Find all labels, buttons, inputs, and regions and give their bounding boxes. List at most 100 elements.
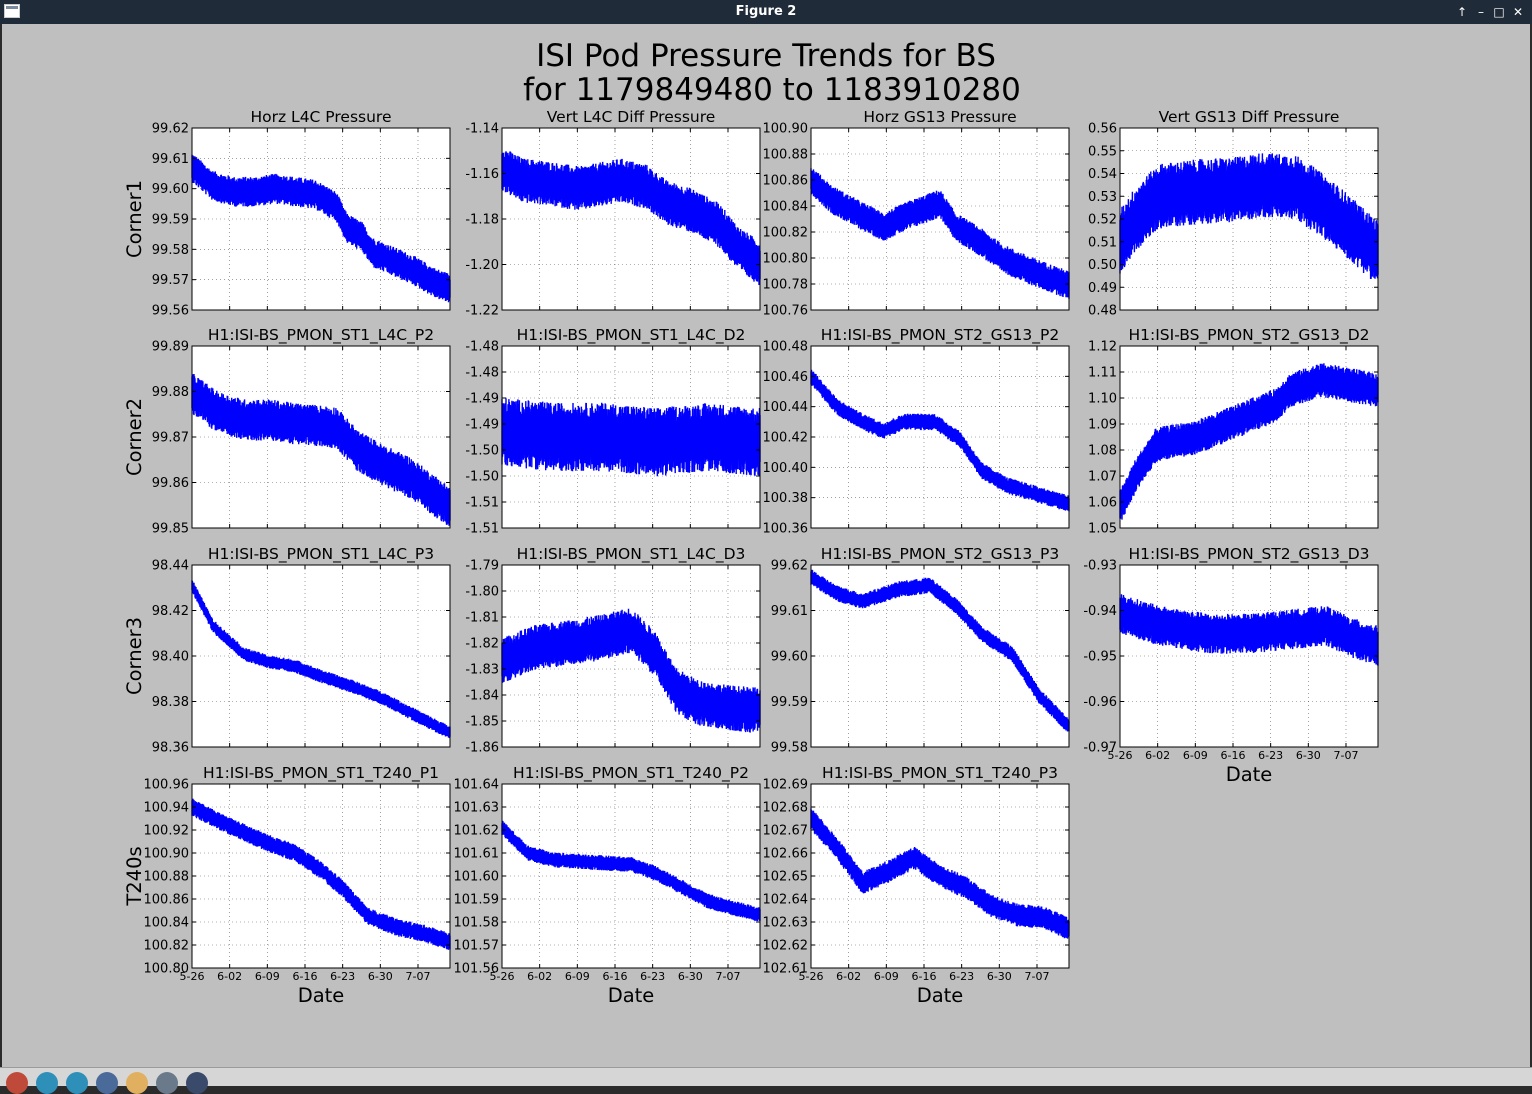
y-tick-label: 99.61 — [771, 604, 808, 619]
data-series-line — [191, 580, 451, 739]
y-tick-label: 99.62 — [771, 559, 808, 574]
subplot-13: H1:ISI-BS_PMON_ST1_T240_P1 100.96 100.94 10… — [123, 764, 451, 1007]
y-tick-label: -1.14 — [465, 122, 499, 137]
y-tick-label: 100.92 — [144, 824, 190, 839]
data-series-line — [1119, 363, 1379, 520]
y-tick-label: 0.48 — [1088, 304, 1117, 319]
y-tick-label: -1.22 — [465, 304, 499, 319]
y-tick-label: 100.38 — [763, 491, 809, 506]
subplot-9: H1:ISI-BS_PMON_ST1_L4C_P3 98.44 98.42 98.40… — [123, 545, 451, 756]
row-label: T240s — [123, 846, 146, 906]
y-tick-label: 101.63 — [454, 801, 500, 816]
y-tick-label: -0.97 — [1083, 741, 1117, 756]
save-icon[interactable] — [186, 1072, 208, 1094]
axes-frame — [191, 127, 451, 311]
maximize-icon[interactable]: □ — [1493, 5, 1505, 19]
minimize-icon[interactable]: – — [1478, 5, 1484, 19]
y-tick-label: 1.11 — [1088, 366, 1117, 381]
x-tick-label: 7-07 — [406, 970, 431, 983]
y-tick-label: 100.42 — [763, 431, 809, 446]
data-series-line — [810, 168, 1070, 299]
y-tick-label: -1.50 — [465, 470, 499, 485]
axes-frame — [501, 783, 761, 969]
y-tick-label: 98.36 — [152, 741, 189, 756]
x-axis-label: Date — [1226, 763, 1273, 786]
row-label: Corner2 — [123, 398, 146, 476]
y-tick-label: -1.85 — [465, 715, 499, 730]
y-tick-label: 102.64 — [763, 893, 809, 908]
subplot-12: H1:ISI-BS_PMON_ST2_GS13_D3 -0.93 -0.94 -0.9… — [1083, 545, 1379, 786]
forward-icon[interactable] — [66, 1072, 88, 1094]
subplot-10: H1:ISI-BS_PMON_ST1_L4C_D3 -1.79 -1.80 -1.81… — [465, 545, 761, 756]
app-icon[interactable] — [4, 4, 20, 18]
y-tick-label: 0.49 — [1088, 281, 1117, 296]
y-tick-label: 100.78 — [763, 278, 809, 293]
y-tick-label: -1.84 — [465, 689, 499, 704]
subplot-8: H1:ISI-BS_PMON_ST2_GS13_D2 1.12 1.11 1.10 1.… — [1088, 326, 1379, 537]
x-tick-label: 6-02 — [836, 970, 861, 983]
data-series-line — [191, 154, 451, 303]
close-icon[interactable]: ✕ — [1512, 5, 1524, 19]
y-tick-label: 1.08 — [1088, 444, 1117, 459]
y-tick-label: 101.58 — [454, 916, 500, 931]
y-tick-label: 98.38 — [152, 695, 189, 710]
x-tick-label: 6-16 — [1221, 749, 1246, 762]
y-tick-label: 98.40 — [152, 650, 189, 665]
axes-frame — [810, 127, 1070, 311]
y-tick-label: 100.80 — [144, 962, 190, 977]
y-tick-label: 100.88 — [763, 148, 809, 163]
data-series-line — [501, 151, 761, 286]
y-tick-label: 102.66 — [763, 847, 809, 862]
y-tick-label: 100.88 — [144, 870, 190, 885]
figure-subtitle: for 1179849480 to 1183910280 — [523, 72, 1021, 108]
y-tick-label: 102.62 — [763, 939, 809, 954]
data-series-line — [191, 798, 451, 950]
y-tick-label: -1.81 — [465, 611, 499, 626]
subplot-11: H1:ISI-BS_PMON_ST2_GS13_P3 99.62 99.61 99.6… — [771, 545, 1070, 756]
pin-icon[interactable]: ↑ — [1456, 5, 1468, 19]
y-tick-label: -1.82 — [465, 637, 499, 652]
y-tick-label: 0.53 — [1088, 190, 1117, 205]
y-tick-label: 100.86 — [144, 893, 190, 908]
x-tick-label: 6-02 — [527, 970, 552, 983]
y-tick-label: 99.88 — [152, 385, 189, 400]
back-icon[interactable] — [36, 1072, 58, 1094]
home-icon[interactable] — [6, 1072, 28, 1094]
y-tick-label: -1.20 — [465, 258, 499, 273]
figure-title: ISI Pod Pressure Trends for BS — [536, 38, 996, 74]
data-series-line — [501, 608, 761, 733]
y-tick-label: 101.64 — [454, 778, 500, 793]
y-tick-label: 100.90 — [763, 122, 809, 137]
x-tick-label: 6-09 — [255, 970, 280, 983]
zoom-icon[interactable] — [126, 1072, 148, 1094]
axes-background — [811, 128, 1069, 310]
y-tick-label: 100.48 — [763, 340, 809, 355]
subplots-icon[interactable] — [156, 1072, 178, 1094]
x-tick-label: 6-30 — [678, 970, 703, 983]
y-tick-label: -1.49 — [465, 392, 499, 407]
x-tick-label: 6-16 — [603, 970, 628, 983]
y-tick-label: 1.09 — [1088, 418, 1117, 433]
y-tick-label: 102.65 — [763, 870, 809, 885]
row-label: Corner3 — [123, 617, 146, 695]
y-tick-label: 1.10 — [1088, 392, 1117, 407]
y-tick-label: -1.51 — [465, 522, 499, 537]
x-tick-label: 5-26 — [180, 970, 205, 983]
y-tick-label: 102.69 — [763, 778, 809, 793]
x-axis-label: Date — [917, 984, 964, 1007]
y-tick-label: 100.94 — [144, 801, 190, 816]
y-tick-label: 100.44 — [763, 400, 809, 415]
y-tick-label: 98.42 — [152, 604, 189, 619]
pan-icon[interactable] — [96, 1072, 118, 1094]
subplot-grid: Horz L4C Pressure 99.62 99.61 99.60 99.59 99.… — [123, 108, 1379, 1007]
y-tick-label: 99.60 — [771, 650, 808, 665]
y-tick-label: 100.86 — [763, 174, 809, 189]
subplot-4: Vert GS13 Diff Pressure 0.56 0.55 0.54 0.53 0… — [1088, 108, 1379, 319]
x-tick-label: 6-30 — [368, 970, 393, 983]
y-tick-label: 99.87 — [152, 431, 189, 446]
axes-frame — [1119, 564, 1379, 748]
subplot-title: Vert L4C Diff Pressure — [547, 108, 716, 126]
y-tick-label: 99.61 — [152, 152, 189, 167]
y-tick-label: 101.59 — [454, 893, 500, 908]
